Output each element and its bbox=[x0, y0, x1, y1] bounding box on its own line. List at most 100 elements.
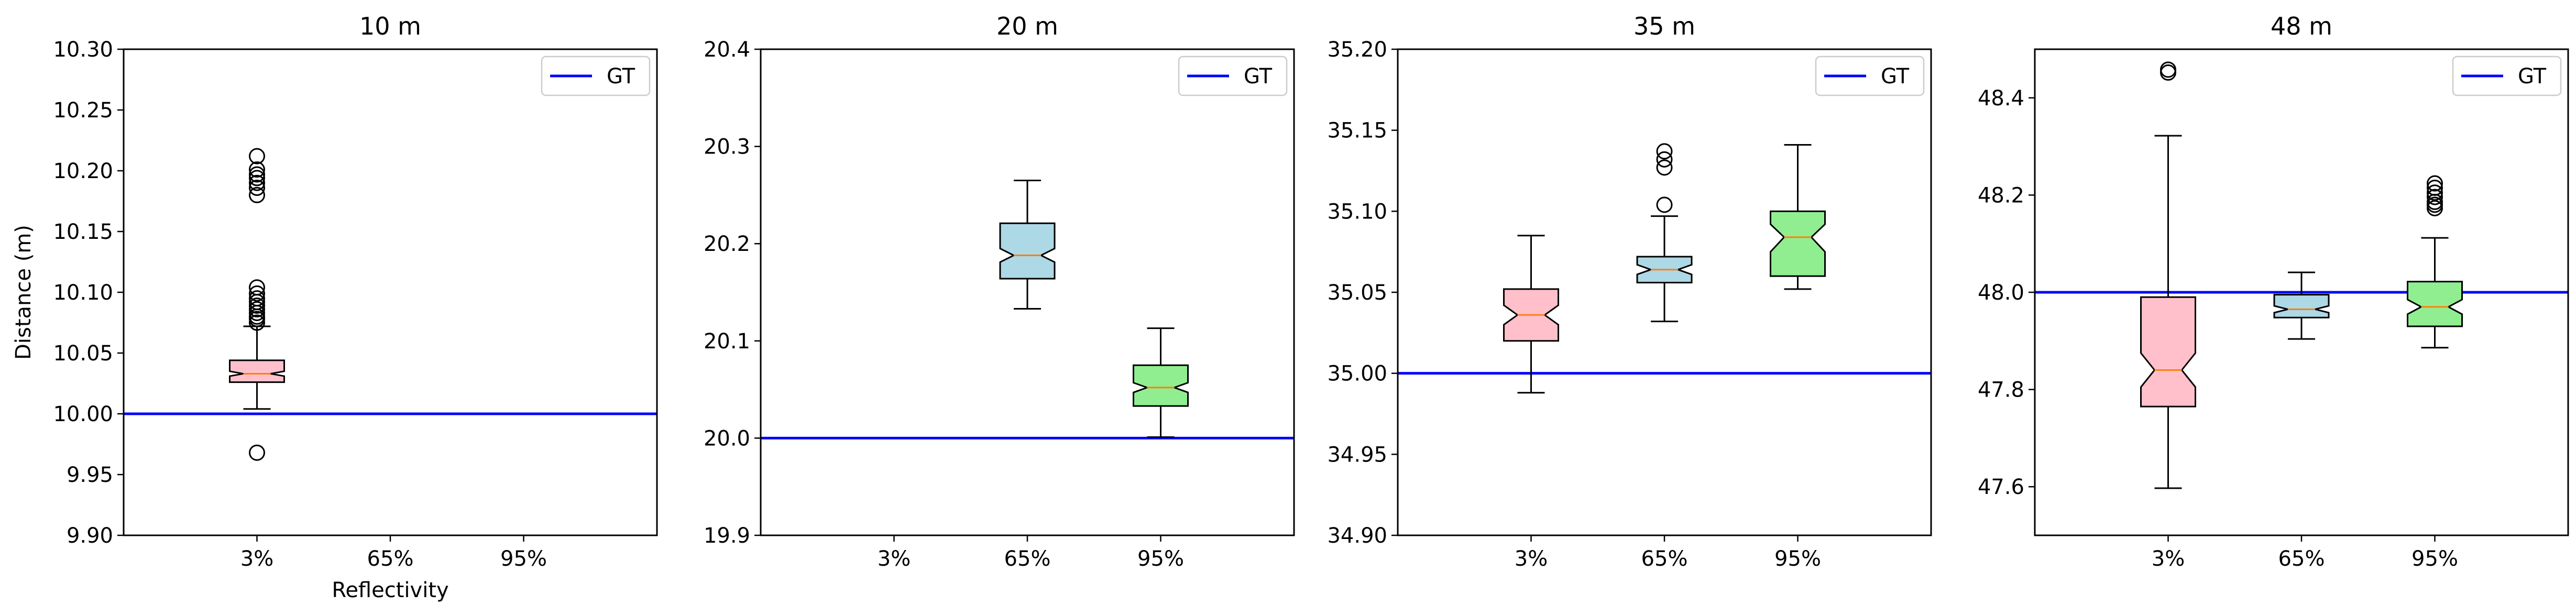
y-tick-label: 47.6 bbox=[1978, 475, 2024, 499]
box bbox=[1770, 210, 1826, 277]
legend: GT bbox=[541, 56, 651, 96]
outlier-point bbox=[249, 174, 265, 191]
y-tick-label: 35.10 bbox=[1327, 200, 1387, 224]
y-tick-label: 48.4 bbox=[1978, 86, 2024, 111]
subplot-1: 20 m 19.9 20.0 20.1 20.2 20.3 20.4 3% 65% 95% GT bbox=[704, 12, 1295, 571]
outlier-point bbox=[249, 301, 265, 317]
y-tick-label: 20.0 bbox=[704, 426, 750, 450]
outlier-point bbox=[249, 148, 265, 164]
outlier-point bbox=[1656, 159, 1673, 176]
outlier-point bbox=[2427, 184, 2443, 201]
boxplot-95% bbox=[2407, 175, 2463, 349]
x-tick-label: 95% bbox=[500, 547, 547, 571]
y-tick-label: 34.95 bbox=[1327, 443, 1387, 467]
box bbox=[2140, 296, 2196, 408]
y-tick-label: 34.90 bbox=[1327, 524, 1387, 548]
x-tick-label: 3% bbox=[240, 547, 273, 571]
legend-label: GT bbox=[1244, 64, 1273, 89]
box bbox=[999, 222, 1056, 280]
legend-frame bbox=[1178, 56, 1288, 96]
legend: GT bbox=[1815, 56, 1925, 96]
legend-label: GT bbox=[1881, 64, 1910, 89]
legend-label: GT bbox=[2518, 64, 2547, 89]
outlier-point bbox=[2427, 175, 2443, 192]
axes-frame bbox=[760, 48, 1295, 536]
outlier-point bbox=[2160, 61, 2176, 78]
y-tick-label: 35.05 bbox=[1327, 281, 1387, 305]
outlier-point bbox=[249, 444, 265, 461]
axes-frame bbox=[123, 48, 658, 536]
y-tick-label: 48.0 bbox=[1978, 281, 2024, 305]
subplot-3: 48 m 47.6 47.8 48.0 48.2 48.4 3% 65% 95% GT bbox=[1978, 12, 2569, 571]
box bbox=[1133, 364, 1189, 407]
x-tick-label: 65% bbox=[2278, 547, 2325, 571]
subplot-2: 35 m 34.90 34.95 35.00 35.05 35.10 35.15 35.20 3… bbox=[1327, 12, 1932, 571]
outlier-point bbox=[249, 186, 265, 203]
outlier-point bbox=[249, 298, 265, 314]
x-tick-label: 3% bbox=[2152, 547, 2185, 571]
y-tick-label: 35.20 bbox=[1327, 38, 1387, 62]
subplot-0: 10 m 9.90 9.95 10.00 10.05 10.10 10.15 10.20 10.… bbox=[53, 12, 658, 571]
outlier-point bbox=[2427, 179, 2443, 196]
boxplot-3% bbox=[229, 148, 285, 461]
x-tick-label: 3% bbox=[1515, 547, 1548, 571]
outlier-point bbox=[249, 161, 265, 178]
outlier-point bbox=[1656, 151, 1673, 168]
legend: GT bbox=[1178, 56, 1288, 96]
legend: GT bbox=[2452, 56, 2562, 96]
box bbox=[2273, 294, 2330, 318]
y-tick-label: 20.1 bbox=[704, 329, 750, 354]
box bbox=[229, 359, 285, 383]
legend-frame bbox=[541, 56, 651, 96]
outlier-point bbox=[249, 170, 265, 186]
axes-frame bbox=[1397, 48, 1932, 536]
boxplot-95% bbox=[1133, 327, 1189, 438]
boxplot-65% bbox=[999, 180, 1056, 310]
outlier-point bbox=[249, 314, 265, 331]
legend-label: GT bbox=[607, 64, 635, 89]
y-tick-label: 35.00 bbox=[1327, 362, 1387, 386]
y-tick-label: 20.2 bbox=[704, 232, 750, 256]
x-tick-label: 65% bbox=[367, 547, 414, 571]
outlier-point bbox=[1656, 196, 1673, 213]
legend-frame bbox=[2452, 56, 2562, 96]
boxplot-3% bbox=[1503, 235, 1559, 394]
y-tick-label: 9.90 bbox=[67, 524, 113, 548]
y-tick-label: 10.00 bbox=[53, 402, 113, 426]
axes-frame bbox=[2034, 48, 2569, 536]
boxplot-65% bbox=[2273, 271, 2330, 340]
y-tick-label: 19.9 bbox=[704, 524, 750, 548]
y-tick-label: 10.15 bbox=[53, 220, 113, 244]
y-tick-label: 35.15 bbox=[1327, 119, 1387, 143]
subplot-title: 20 m bbox=[996, 12, 1058, 40]
y-tick-label: 48.2 bbox=[1978, 183, 2024, 207]
boxplot-3% bbox=[2140, 61, 2196, 489]
x-tick-label: 95% bbox=[1774, 547, 1821, 571]
subplot-title: 48 m bbox=[2271, 12, 2332, 40]
outlier-point bbox=[249, 285, 265, 302]
outlier-point bbox=[249, 290, 265, 307]
x-tick-label: 95% bbox=[2411, 547, 2458, 571]
outlier-point bbox=[249, 279, 265, 296]
boxplot-95% bbox=[1770, 144, 1826, 290]
y-tick-label: 10.30 bbox=[53, 38, 113, 62]
y-tick-label: 10.10 bbox=[53, 281, 113, 305]
y-tick-label: 20.4 bbox=[704, 38, 750, 62]
y-tick-label: 10.20 bbox=[53, 159, 113, 183]
outlier-point bbox=[1656, 143, 1673, 160]
y-tick-label: 9.95 bbox=[67, 463, 113, 487]
box bbox=[2407, 281, 2463, 327]
x-tick-label: 65% bbox=[1004, 547, 1051, 571]
x-tick-label: 3% bbox=[878, 547, 911, 571]
y-tick-label: 10.05 bbox=[53, 342, 113, 366]
outlier-point bbox=[249, 166, 265, 183]
outlier-point bbox=[249, 179, 265, 196]
y-axis-label: Distance (m) bbox=[12, 225, 36, 360]
x-tick-label: 65% bbox=[1641, 547, 1688, 571]
outlier-point bbox=[2427, 189, 2443, 205]
y-tick-label: 20.3 bbox=[704, 135, 750, 159]
x-tick-label: 95% bbox=[1137, 547, 1184, 571]
subplot-title: 10 m bbox=[359, 12, 421, 40]
subplot-title: 35 m bbox=[1634, 12, 1695, 40]
